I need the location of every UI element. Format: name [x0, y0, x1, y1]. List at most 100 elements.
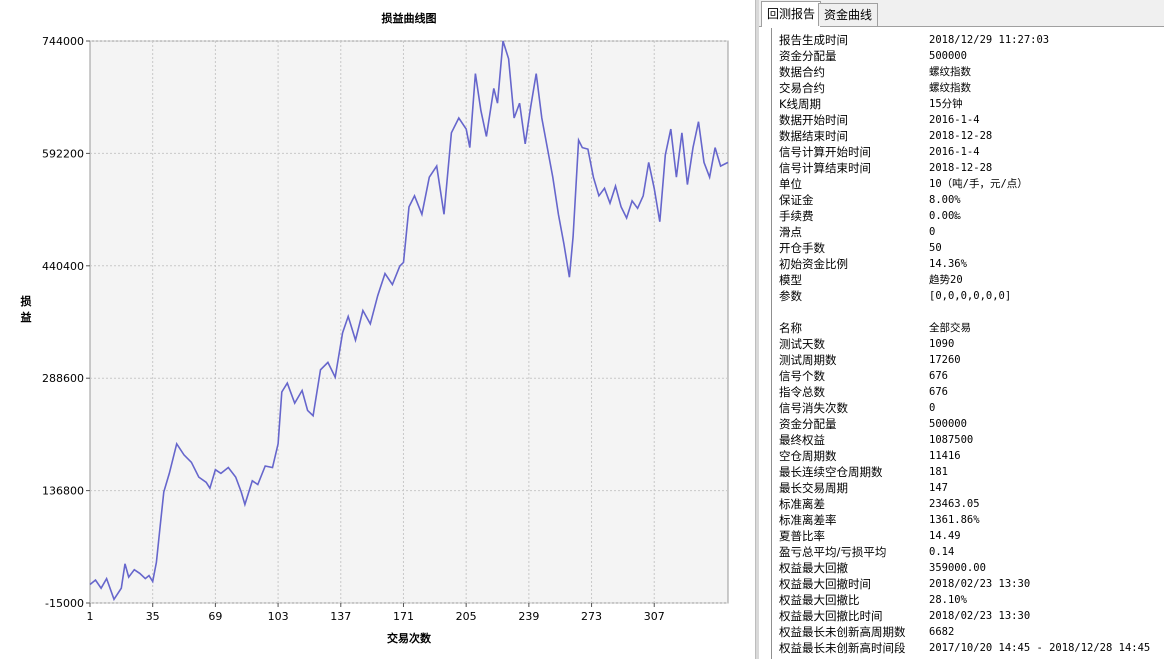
- report-value: 1361.86%: [929, 514, 980, 526]
- report-value: 676: [929, 370, 948, 382]
- chart-title: 损益曲线图: [382, 11, 437, 25]
- x-tick-label: 273: [581, 610, 602, 623]
- report-key: 测试周期数: [779, 353, 837, 367]
- report-key: 空仓周期数: [779, 449, 837, 463]
- report-key: 信号消失次数: [779, 401, 848, 415]
- x-tick-label: 171: [393, 610, 414, 623]
- y-tick-label: -15000: [45, 597, 84, 610]
- report-value: 28.10%: [929, 594, 967, 606]
- report-key: 权益最大回撤比: [779, 593, 860, 607]
- report-key: 指令总数: [779, 385, 825, 399]
- equity-chart-panel: -15000 136800 288600 440400 592200 744000 1 35 6…: [20, 11, 729, 645]
- y-tick-label: 440400: [42, 260, 84, 273]
- x-tick-label: 1: [87, 610, 94, 623]
- report-key: 模型: [779, 273, 802, 287]
- report-key: 最长连续空仓周期数: [779, 465, 883, 479]
- x-axis-label: 交易次数: [387, 631, 432, 645]
- report-value: [0,0,0,0,0,0]: [929, 290, 1012, 302]
- tab-equity-curve[interactable]: 资金曲线: [818, 3, 879, 26]
- x-tick-label: 69: [208, 610, 222, 623]
- x-tick-label: 35: [146, 610, 160, 623]
- report-key: 最终权益: [779, 433, 825, 447]
- report-value: 螺纹指数: [929, 82, 971, 94]
- report-value: 181: [929, 466, 948, 478]
- report-value: 2016-1-4: [929, 114, 980, 126]
- report-key: 交易合约: [779, 81, 825, 95]
- tab-backtest-report[interactable]: 回测报告: [761, 1, 822, 27]
- report-value: 全部交易: [929, 322, 971, 334]
- report-key: 权益最长未创新高周期数: [779, 625, 906, 639]
- report-value: 50: [929, 242, 942, 254]
- report-panel: 回测报告 资金曲线 报告生成时间 2018/12/29 11:27:03 资金分配量…: [759, 0, 1164, 659]
- report-key: 数据开始时间: [779, 113, 848, 127]
- report-value: 500000: [929, 418, 967, 430]
- report-key: K线周期: [779, 97, 822, 111]
- x-tick-label: 239: [518, 610, 539, 623]
- report-key: 标准离差: [779, 497, 825, 511]
- x-tick-label: 307: [644, 610, 665, 623]
- equity-chart: -15000 136800 288600 440400 592200 744000 1 35 6…: [21, 11, 729, 645]
- x-tick-label: 137: [330, 610, 351, 623]
- report-value: 23463.05: [929, 498, 980, 510]
- report-value: 2018/12/29 11:27:03: [929, 34, 1050, 46]
- report-value: 趋势20: [929, 274, 963, 286]
- report-value: 2016-1-4: [929, 146, 980, 158]
- report-value: 螺纹指数: [929, 66, 971, 78]
- report-key: 数据合约: [779, 65, 825, 79]
- report-value: 1087500: [929, 434, 974, 446]
- report-key: 手续费: [779, 209, 814, 223]
- report-value: 2018-12-28: [929, 162, 993, 174]
- report-value: 14.36%: [929, 258, 967, 270]
- report-value: 2018/02/23 13:30: [929, 610, 1031, 622]
- report-key: 测试天数: [779, 337, 825, 351]
- report-key: 开仓手数: [779, 241, 825, 255]
- report-value: 0: [929, 402, 936, 414]
- report-key: 数据结束时间: [779, 129, 848, 143]
- report-value: 0.00‰: [929, 210, 961, 222]
- report-key: 滑点: [779, 225, 802, 239]
- report-key: 资金分配量: [779, 49, 837, 63]
- report-key: 参数: [779, 289, 802, 303]
- report-key: 资金分配量: [779, 417, 837, 431]
- report-value: 500000: [929, 50, 967, 62]
- panel-splitter[interactable]: [755, 0, 759, 659]
- equity-series-line: [89, 40, 729, 602]
- report-value: 6682: [929, 626, 955, 638]
- report-key: 保证金: [779, 193, 814, 207]
- report-value: 0: [929, 226, 936, 238]
- report-value: 359000.00: [929, 562, 986, 574]
- report-key: 单位: [779, 177, 802, 191]
- report-key: 权益最大回撤: [779, 561, 848, 575]
- report-value: 17260: [929, 354, 961, 366]
- report-value: 15分钟: [929, 98, 963, 110]
- y-tick-label: 288600: [42, 372, 84, 385]
- report-value: 10（吨/手，元/点）: [929, 178, 1028, 190]
- report-key: 标准离差率: [779, 513, 837, 527]
- report-value: 0.14: [929, 546, 955, 558]
- report-value: 14.49: [929, 530, 961, 542]
- report-value: 2018-12-28: [929, 130, 993, 142]
- report-value: 8.00%: [929, 194, 961, 206]
- report-list: 报告生成时间 2018/12/29 11:27:03 资金分配量 500000 数据合约…: [771, 28, 1164, 659]
- y-tick-label: 136800: [42, 485, 84, 498]
- y-tick-label: 744000: [42, 35, 84, 48]
- report-key: 夏普比率: [779, 529, 825, 543]
- report-value: 2018/02/23 13:30: [929, 578, 1031, 590]
- report-key: 信号计算开始时间: [779, 145, 871, 159]
- report-key: 信号个数: [779, 369, 825, 383]
- report-key: 权益最长未创新高时间段: [779, 641, 906, 655]
- plot-area: [89, 40, 729, 604]
- report-key: 名称: [779, 321, 802, 335]
- report-key: 初始资金比例: [779, 257, 848, 271]
- report-value: 2017/10/20 14:45 - 2018/12/28 14:45: [929, 642, 1151, 654]
- report-key: 盈亏总平均/亏损平均: [779, 545, 887, 559]
- x-tick-label: 103: [268, 610, 289, 623]
- y-tick-label: 592200: [42, 147, 84, 160]
- report-value: 1090: [929, 338, 955, 350]
- report-key: 信号计算结束时间: [779, 161, 871, 175]
- report-value: 147: [929, 482, 948, 494]
- report-key: 权益最大回撤时间: [779, 577, 871, 591]
- report-key: 最长交易周期: [779, 481, 848, 495]
- report-key: 权益最大回撤比时间: [779, 609, 883, 623]
- tab-bar: 回测报告 资金曲线: [759, 0, 1164, 27]
